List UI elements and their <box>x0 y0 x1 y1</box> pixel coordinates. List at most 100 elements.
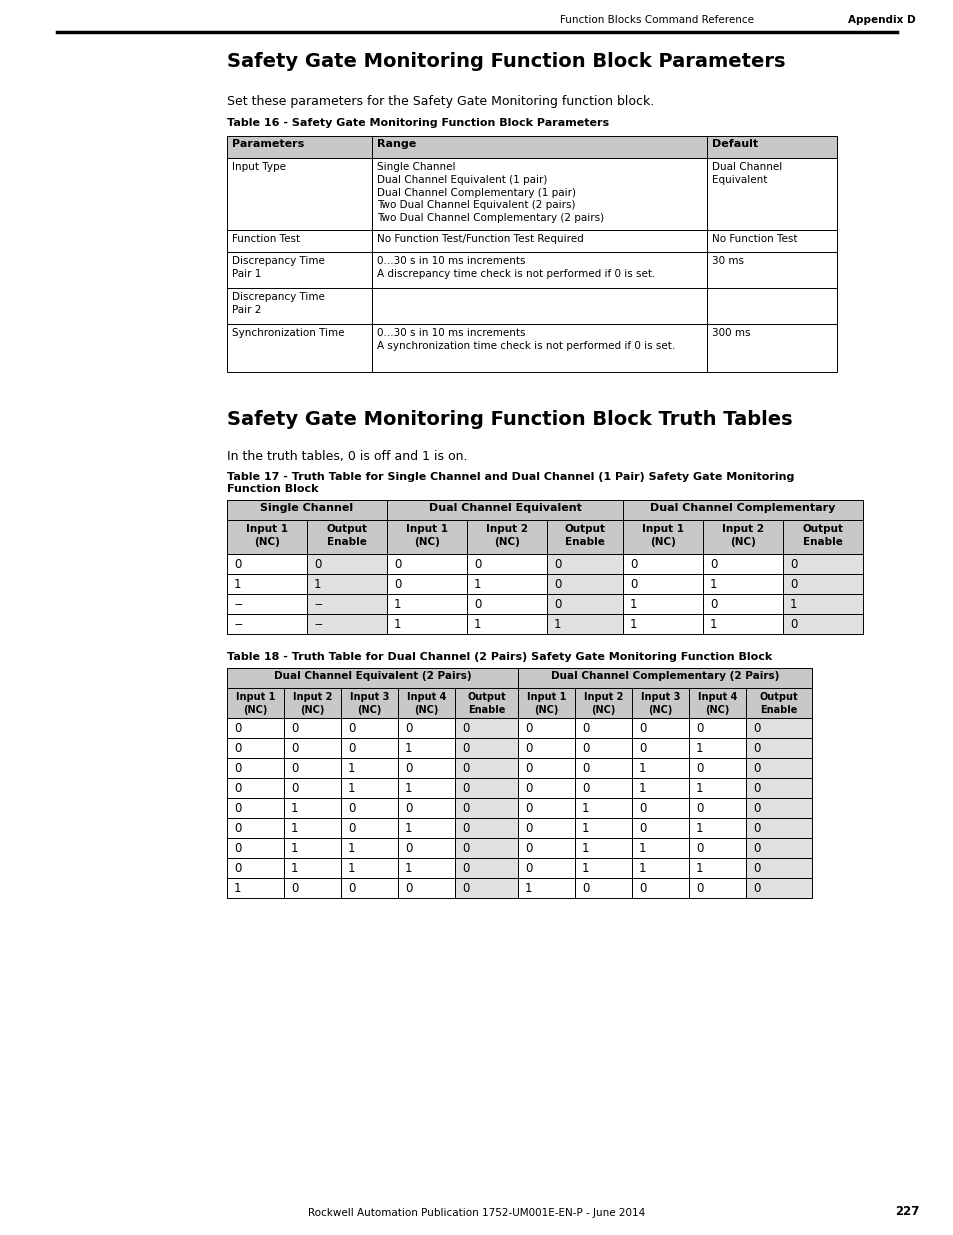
Bar <box>455 798 517 818</box>
Bar <box>575 739 631 758</box>
Bar <box>575 858 631 878</box>
Bar <box>284 798 340 818</box>
Bar <box>622 614 702 634</box>
Text: Dual Channel Equivalent: Dual Channel Equivalent <box>428 503 580 513</box>
Text: --: -- <box>233 598 242 611</box>
Text: 0: 0 <box>581 882 589 895</box>
Text: Default: Default <box>711 140 758 149</box>
Bar <box>455 688 517 718</box>
Text: Safety Gate Monitoring Function Block Truth Tables: Safety Gate Monitoring Function Block Tr… <box>227 410 792 429</box>
Bar <box>575 798 631 818</box>
Text: 0: 0 <box>348 802 355 815</box>
Text: 1: 1 <box>696 742 702 755</box>
Text: 1: 1 <box>524 882 532 895</box>
Text: 0: 0 <box>291 762 298 776</box>
Text: Rockwell Automation Publication 1752-UM001E-EN-P - June 2014: Rockwell Automation Publication 1752-UM0… <box>308 1208 645 1218</box>
Text: 1: 1 <box>696 823 702 835</box>
Text: 0: 0 <box>233 823 241 835</box>
Bar <box>546 555 622 574</box>
Text: 0: 0 <box>461 882 469 895</box>
Text: 227: 227 <box>894 1205 919 1218</box>
Text: Output
Enable: Output Enable <box>326 524 367 547</box>
Bar <box>227 614 307 634</box>
Text: 0: 0 <box>348 882 355 895</box>
Bar <box>467 555 546 574</box>
Bar <box>397 688 455 718</box>
Bar <box>387 614 467 634</box>
Bar <box>631 718 688 739</box>
Text: 0: 0 <box>752 762 760 776</box>
Text: 0: 0 <box>524 823 532 835</box>
Text: 1: 1 <box>291 862 298 876</box>
Text: 0: 0 <box>789 578 797 592</box>
Text: 0: 0 <box>405 802 412 815</box>
Bar <box>575 818 631 839</box>
Text: 0: 0 <box>348 742 355 755</box>
Text: 1: 1 <box>348 782 355 795</box>
Text: Function Blocks Command Reference: Function Blocks Command Reference <box>559 15 753 25</box>
Bar <box>372 136 706 158</box>
Bar <box>702 574 782 594</box>
Bar <box>546 614 622 634</box>
Text: Dual Channel
Equivalent: Dual Channel Equivalent <box>711 162 781 185</box>
Text: 1: 1 <box>696 862 702 876</box>
Text: Table 16 - Safety Gate Monitoring Function Block Parameters: Table 16 - Safety Gate Monitoring Functi… <box>227 119 608 128</box>
Bar <box>517 858 575 878</box>
Bar <box>284 718 340 739</box>
Text: 1: 1 <box>581 842 589 855</box>
Bar <box>397 878 455 898</box>
Text: 1: 1 <box>709 578 717 592</box>
Text: Input 2
(NC): Input 2 (NC) <box>583 692 622 715</box>
Bar <box>227 136 372 158</box>
Bar <box>372 288 706 324</box>
Text: 1: 1 <box>291 842 298 855</box>
Text: Discrepancy Time
Pair 1: Discrepancy Time Pair 1 <box>232 256 325 279</box>
Text: 1: 1 <box>405 742 412 755</box>
Bar <box>702 594 782 614</box>
Text: Input 4
(NC): Input 4 (NC) <box>697 692 737 715</box>
Bar <box>307 594 387 614</box>
Text: 0: 0 <box>709 558 717 571</box>
Text: Input 1
(NC): Input 1 (NC) <box>246 524 288 547</box>
Bar <box>575 878 631 898</box>
Text: Dual Channel Complementary (2 Pairs): Dual Channel Complementary (2 Pairs) <box>550 671 779 680</box>
Bar <box>397 718 455 739</box>
Text: 0: 0 <box>405 842 412 855</box>
Bar <box>688 818 745 839</box>
Text: 1: 1 <box>291 802 298 815</box>
Bar <box>387 500 622 520</box>
Bar <box>631 688 688 718</box>
Bar <box>745 778 811 798</box>
Text: 0: 0 <box>639 742 646 755</box>
Text: 0...30 s in 10 ms increments
A discrepancy time check is not performed if 0 is s: 0...30 s in 10 ms increments A discrepan… <box>376 256 655 279</box>
Text: 0: 0 <box>524 862 532 876</box>
Bar <box>397 798 455 818</box>
Text: Input 1
(NC): Input 1 (NC) <box>406 524 448 547</box>
Bar <box>387 594 467 614</box>
Bar <box>702 520 782 555</box>
Bar <box>631 818 688 839</box>
Text: 0: 0 <box>314 558 321 571</box>
Bar <box>546 594 622 614</box>
Bar <box>227 574 307 594</box>
Text: 0: 0 <box>696 802 702 815</box>
Bar <box>340 818 397 839</box>
Bar <box>227 839 284 858</box>
Bar <box>517 839 575 858</box>
Bar <box>517 739 575 758</box>
Bar <box>340 878 397 898</box>
Text: Input 3
(NC): Input 3 (NC) <box>350 692 389 715</box>
Bar <box>688 858 745 878</box>
Bar <box>706 324 836 372</box>
Bar <box>706 252 836 288</box>
Bar <box>387 574 467 594</box>
Bar <box>622 574 702 594</box>
Text: 1: 1 <box>348 842 355 855</box>
Bar <box>546 574 622 594</box>
Bar <box>517 688 575 718</box>
Text: 0: 0 <box>394 578 401 592</box>
Bar <box>782 594 862 614</box>
Bar <box>387 555 467 574</box>
Bar <box>455 739 517 758</box>
Text: 1: 1 <box>394 598 401 611</box>
